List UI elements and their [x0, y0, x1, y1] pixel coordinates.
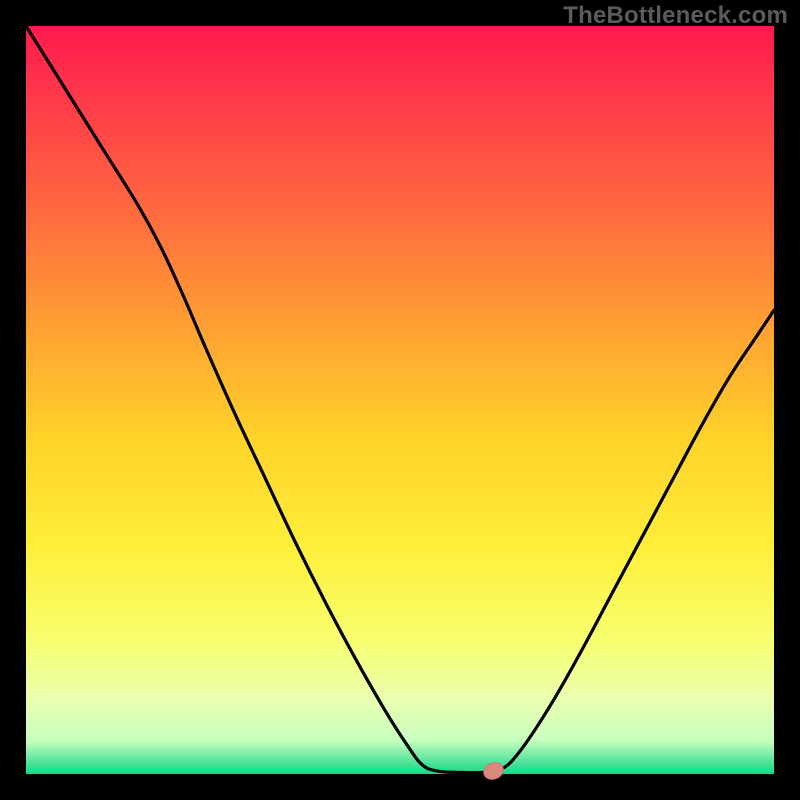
bottleneck-curve-chart: [0, 0, 800, 800]
chart-background: [26, 26, 774, 774]
watermark-text: TheBottleneck.com: [563, 2, 788, 30]
chart-frame: TheBottleneck.com: [0, 0, 800, 800]
